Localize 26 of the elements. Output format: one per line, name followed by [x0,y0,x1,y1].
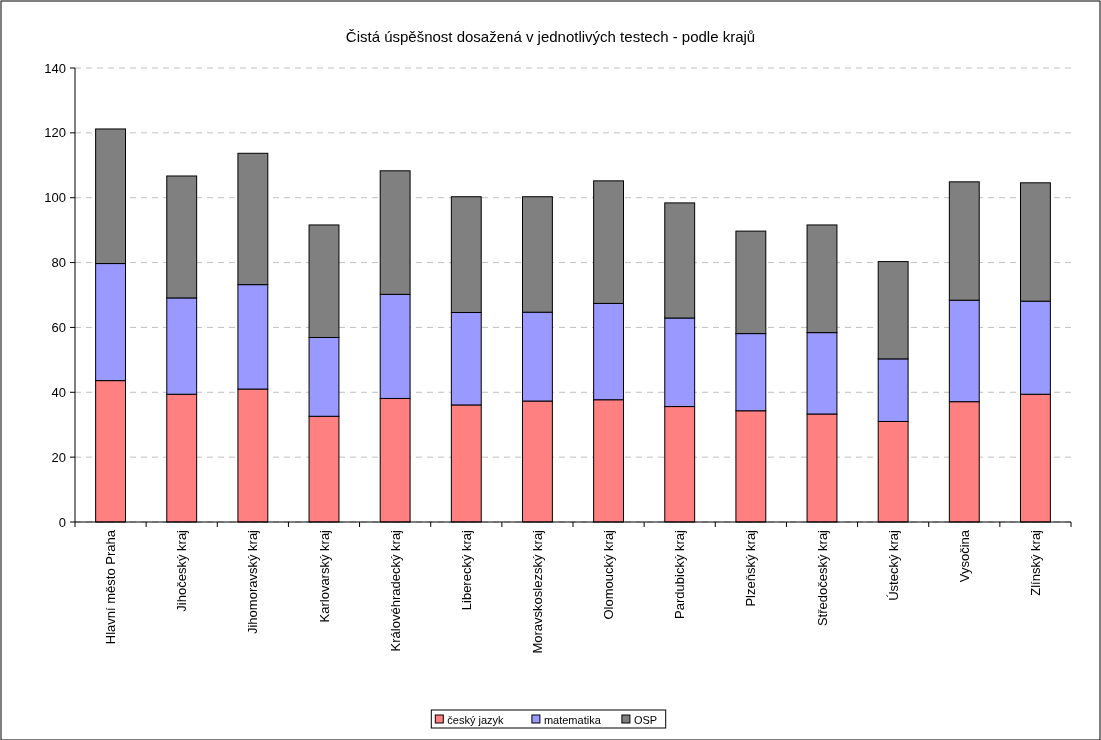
y-tick-label: 60 [51,319,66,335]
x-tick-label: Hlavní město Praha [103,529,119,645]
y-tick-label: 80 [51,255,66,271]
y-tick-label: 120 [44,125,66,141]
y-tick-label: 20 [51,449,66,465]
legend-label: český jazyk [447,713,505,726]
y-tick-label: 40 [51,384,66,400]
y-tick-label: 140 [44,60,66,76]
chart-title: Čistá úspěšnost dosažená v jednotlivých testech - podle krajů [345,28,756,45]
x-tick-label: Moravskoslezský kraj [529,529,545,654]
x-tick-label: Liberecký kraj [458,529,474,611]
legend-label: matematika [543,713,602,726]
x-tick-label: Olomoucký kraj [601,529,617,620]
y-tick-label: 100 [44,190,66,206]
x-tick-label: Jihočeský kraj [174,529,190,612]
x-tick-label: Středočeský kraj [814,529,830,627]
x-tick-label: Plzeňský kraj [743,529,759,607]
x-tick-label: Karlovarský kraj [316,529,332,623]
x-tick-label: Královéhradecký kraj [387,529,403,652]
x-tick-label: Pardubický kraj [672,529,688,619]
x-tick-label: Jihomoravský kraj [245,529,261,635]
x-tick-label: Vysočina [956,529,972,583]
x-tick-label: Ústecký kraj [885,529,901,601]
legend-label: OSP [633,713,658,726]
x-tick-label: Zlínský kraj [1027,529,1043,596]
y-tick-label: 0 [58,514,66,530]
